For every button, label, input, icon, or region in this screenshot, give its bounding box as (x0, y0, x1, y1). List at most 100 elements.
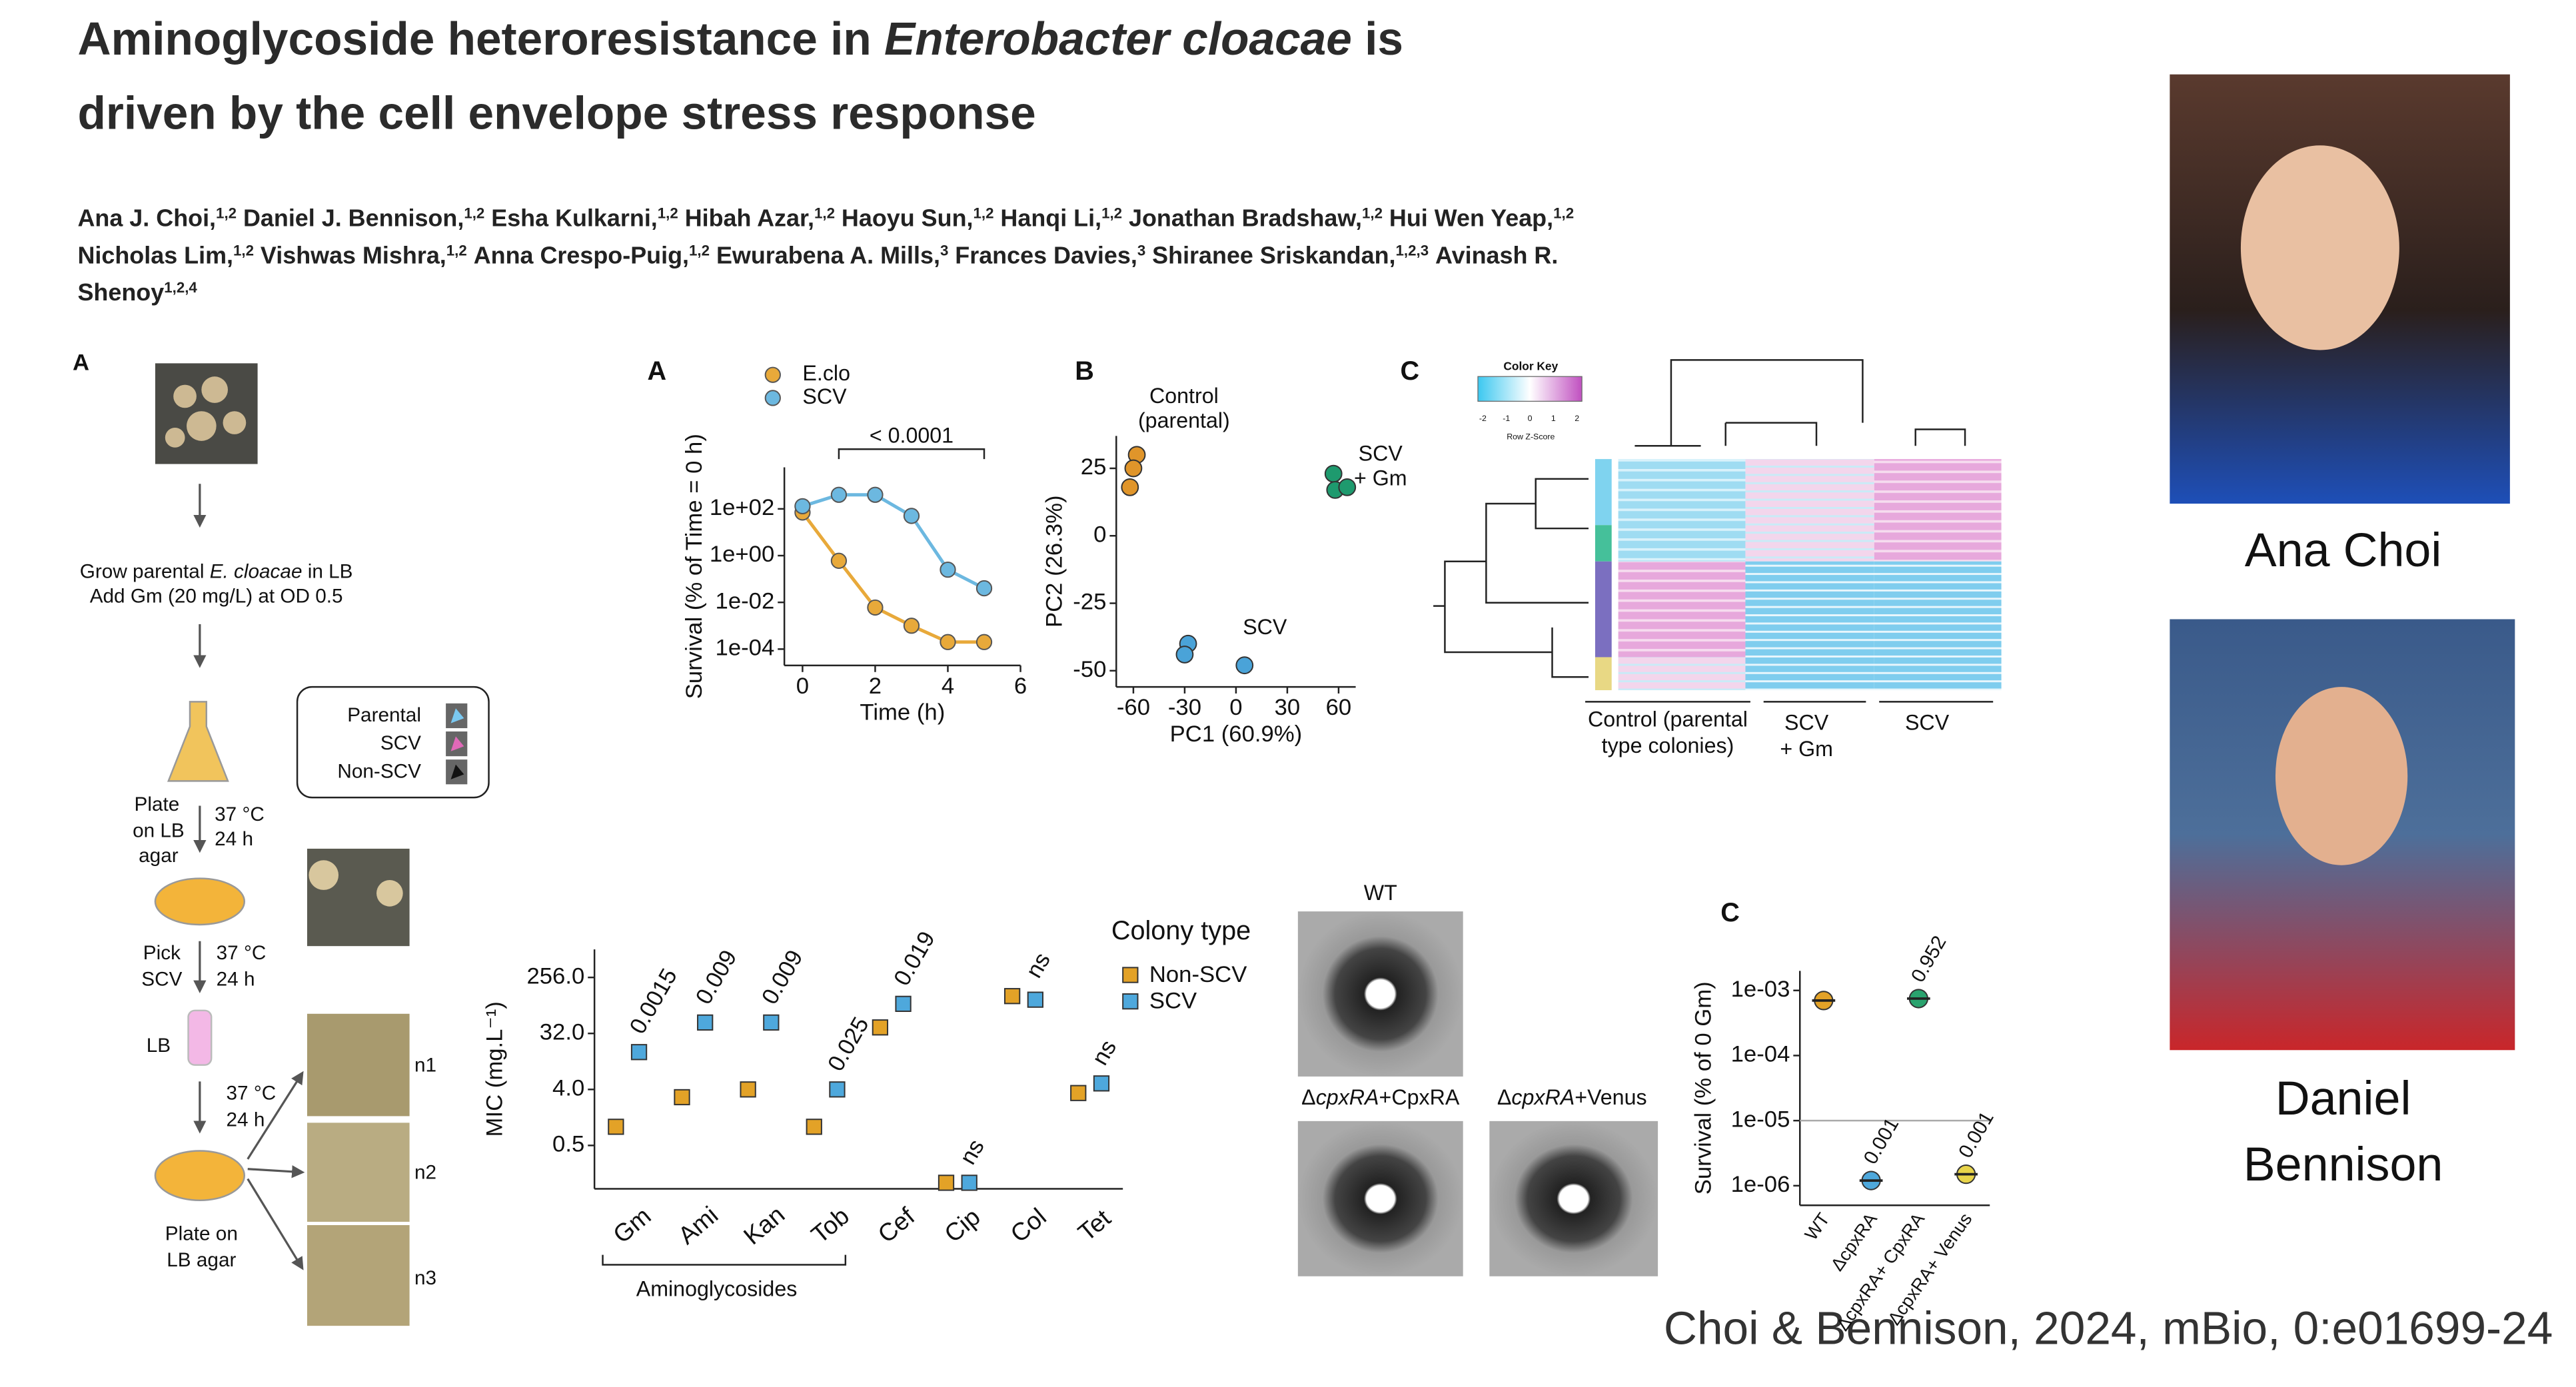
colony (309, 860, 339, 890)
heatmap-block (1618, 657, 1746, 691)
data-point (867, 486, 884, 503)
data-point (903, 508, 920, 524)
authors: Ana J. Choi,1,2 Daniel J. Bennison,1,2 Esh… (77, 205, 1574, 306)
author-affiliation: 1,2 (1553, 205, 1574, 221)
x-tick-label: 4 (942, 674, 954, 699)
series-line (801, 511, 985, 644)
annotation: ns (956, 1135, 989, 1169)
annotation: 0.019 (890, 927, 940, 990)
step-text: Pick (143, 942, 181, 964)
key-tick-label: -1 (1503, 414, 1510, 423)
legend-label: SCV (802, 384, 847, 408)
author-name: Jonathan Bradshaw, (1129, 205, 1362, 232)
data-point (872, 1019, 889, 1036)
panel-letter: C (1401, 356, 1420, 386)
y-tick-label: 1e-05 (1731, 1107, 1790, 1132)
annotation: 0.025 (823, 1013, 874, 1075)
label-part: WT (1364, 881, 1397, 905)
step-text: LB (147, 1035, 171, 1057)
data-point (1121, 478, 1139, 496)
data-point (895, 995, 912, 1012)
data-point (608, 1119, 624, 1135)
label-part: cpxRA (1316, 1085, 1379, 1109)
author-affiliation: 1,2 (216, 205, 237, 221)
tube (187, 1009, 213, 1066)
colony (187, 411, 217, 441)
author-affiliation: 1,2,3 (1396, 242, 1429, 258)
colony (165, 428, 185, 448)
annotation: 0.009 (757, 946, 808, 1009)
step-text: Add Gm (20 mg/L) at OD 0.5 (90, 586, 343, 608)
data-point (1124, 459, 1143, 478)
title-line: driven by the cell envelope stress respo… (77, 87, 1035, 139)
group-label: Control (parental (1588, 707, 1748, 731)
author-name: Haoyu Sun, (842, 205, 973, 232)
author-name: Daniel J. Bennison, (243, 205, 464, 232)
panel-letter: C (1720, 898, 1740, 927)
person-name: Bennison (2244, 1138, 2443, 1191)
group-label: SCV (1243, 615, 1287, 639)
data-point (1175, 646, 1194, 664)
data-point (630, 1044, 648, 1061)
key-label: Row Z-Score (1507, 432, 1555, 441)
step-text: LB agar (167, 1249, 236, 1271)
person-name: Daniel (2275, 1072, 2411, 1125)
step-text: 24 h (215, 828, 253, 850)
group-label: SCV (1784, 711, 1829, 735)
x-axis-label: Time (h) (860, 700, 945, 725)
data-point (674, 1089, 690, 1106)
row-group-bar (1595, 525, 1612, 562)
data-point (961, 1174, 977, 1191)
author-affiliation: 1,2 (814, 205, 835, 221)
heatmap-block (1618, 459, 1746, 562)
step-text: on LB (133, 820, 185, 842)
step-text: agar (139, 845, 179, 867)
author-name: Ewurabena A. Mills, (716, 241, 940, 268)
data-point (829, 1081, 846, 1098)
chart: 1e-03 1e-04 1e-05 1e-06 Survival (% of 0 Gm)… (1690, 898, 1998, 1334)
data-point (940, 634, 956, 650)
heatmap-block (1874, 459, 2002, 562)
data-point (867, 599, 884, 616)
y-tick-label: 25 (1081, 454, 1107, 480)
disk-images: WT ΔcpxRA+CpxRA ΔcpxRA+Venus (1297, 881, 1658, 1276)
x-tick-label: 30 (1275, 695, 1301, 720)
petri-dish (154, 1150, 246, 1202)
group-label: SCV (1359, 442, 1403, 466)
row-group-bar (1595, 459, 1612, 526)
disk-image (1297, 1121, 1463, 1276)
citation: Choi & Bennison, 2024, mBio, 0:e01699-24 (1664, 1302, 2553, 1354)
legend-label: Non-SCV (337, 760, 421, 782)
heatmap-block (1745, 459, 1874, 562)
y-tick-label: 0 (1093, 522, 1106, 547)
significance-bracket (838, 448, 985, 460)
x-tick-label: 0 (1229, 695, 1242, 720)
data-point (903, 618, 920, 634)
dendrogram (1433, 478, 1589, 678)
y-axis-label: MIC (mg.L⁻¹) (482, 1001, 507, 1137)
title-part: Aminoglycoside heteroresistance in (77, 13, 884, 65)
author-name: Anna Crespo-Puig, (474, 241, 689, 268)
x-tick-label: Gm (608, 1202, 656, 1249)
x-tick-label: Tet (1073, 1203, 1116, 1246)
disk-image (1489, 1121, 1658, 1276)
step-text: Plate (135, 793, 180, 815)
label-part: +CpxRA (1379, 1085, 1460, 1109)
replicate-label: n3 (414, 1267, 436, 1289)
step-part: in LB (302, 561, 352, 583)
petri-dish (154, 877, 246, 926)
plate-image (307, 1224, 410, 1326)
legend-title: Colony type (1111, 916, 1251, 945)
annotation: 0.001 (1860, 1114, 1904, 1168)
y-tick-label: 32.0 (540, 1019, 585, 1045)
step-part: Grow parental (80, 561, 210, 583)
y-tick-label: 4.0 (552, 1075, 584, 1101)
colony (173, 384, 197, 408)
annotation: ns (1087, 1036, 1121, 1070)
group-label: (parental) (1138, 408, 1230, 432)
author-name: Esha Kulkarni, (491, 205, 658, 232)
x-tick-label: -30 (1168, 695, 1201, 720)
heatmap: C Color Key Row Z-Score -2 -1 0 1 2 Control … (1401, 356, 2002, 761)
author-affiliation: 3 (1137, 242, 1145, 258)
